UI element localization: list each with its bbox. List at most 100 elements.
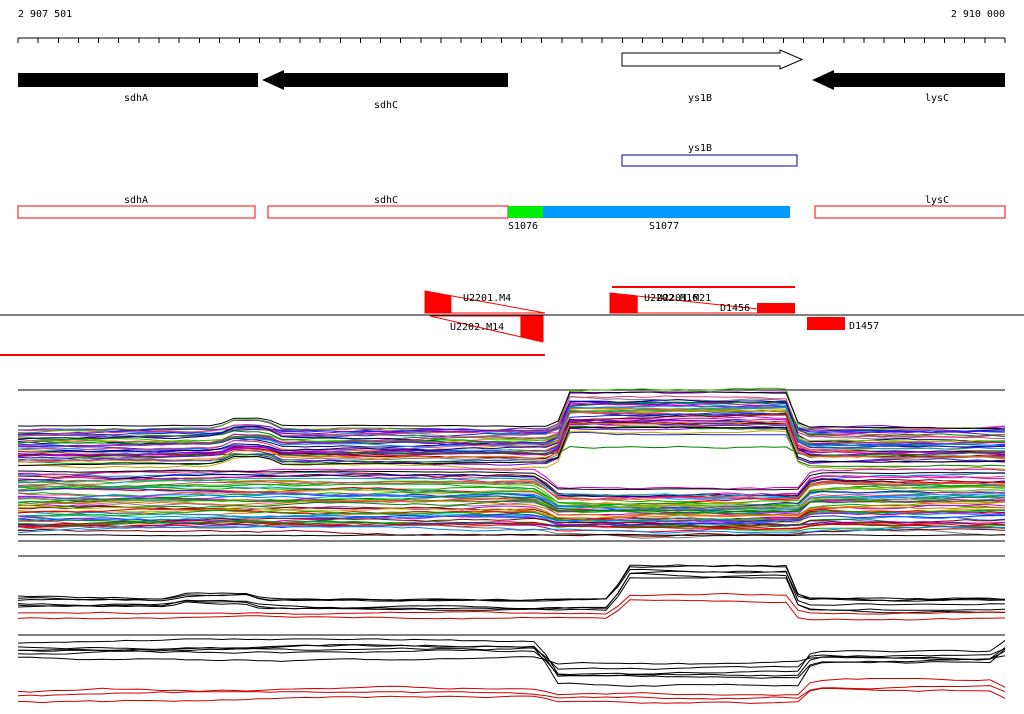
segment-bar[interactable]	[757, 303, 795, 313]
operon-label: ys1B	[688, 143, 712, 154]
gene-label: sdhC	[374, 100, 398, 111]
operon-box[interactable]	[621, 154, 798, 167]
expression-panel-3	[17, 634, 1006, 704]
feature-lysC[interactable]: lysC	[814, 195, 1006, 219]
expression-line	[17, 427, 1005, 466]
feature-label: S1076	[508, 221, 538, 232]
expression-line	[17, 391, 1005, 430]
expression-line	[17, 481, 1005, 501]
expression-line	[17, 599, 1005, 621]
expression-line	[17, 407, 1005, 446]
gene-ys1B[interactable]: ys1B	[621, 49, 804, 104]
feature-S1077[interactable]: S1077	[543, 206, 790, 232]
expression-line	[18, 420, 1005, 463]
expression-line	[17, 521, 1005, 530]
expression-line	[17, 402, 1005, 448]
expression-line	[17, 495, 1005, 514]
gene-arrow[interactable]	[812, 70, 1005, 90]
gene-arrow[interactable]	[18, 73, 258, 87]
expression-line	[17, 500, 1005, 518]
expression-line	[17, 564, 1005, 602]
expression-line	[17, 678, 1006, 696]
expression-line	[17, 395, 1005, 439]
expression-line	[17, 487, 1005, 511]
feature-box[interactable]	[267, 205, 509, 219]
feature-box[interactable]	[508, 206, 543, 218]
expression-line	[17, 522, 1005, 533]
expression-line	[17, 408, 1005, 445]
expression-line	[17, 401, 1005, 436]
expression-line	[17, 430, 1005, 470]
feature-label: sdhC	[374, 195, 398, 206]
expression-line	[17, 638, 1006, 676]
gene-arrow[interactable]	[621, 49, 804, 70]
expression-line	[17, 468, 1005, 490]
expression-line	[17, 474, 1005, 498]
expression-line	[17, 533, 1005, 537]
expression-line	[17, 568, 1005, 602]
ruler: 2 907 501 2 910 000	[17, 9, 1006, 43]
expression-line	[17, 485, 1005, 508]
feature-sdhA[interactable]: sdhA	[17, 195, 256, 219]
expression-line	[17, 649, 1006, 679]
expression-line	[17, 519, 1005, 531]
expression-line	[17, 511, 1005, 526]
expression-line	[17, 405, 1005, 452]
feature-box[interactable]	[543, 206, 790, 218]
feature-label: S1077	[649, 221, 679, 232]
feature-label: lysC	[925, 195, 949, 206]
segment-label: U2201.M4	[463, 293, 511, 304]
gene-sdhA[interactable]: sdhA	[18, 73, 258, 104]
expression-line	[17, 395, 1005, 440]
expression-line	[17, 423, 1005, 457]
expression-line	[17, 498, 1005, 516]
expression-line	[17, 526, 1005, 534]
segment-label: U2202.M16	[644, 293, 698, 304]
segment-label: D1456	[720, 303, 750, 314]
feature-S1076[interactable]: S1076	[508, 206, 543, 232]
segment-label: D1457	[849, 321, 879, 332]
gene-label: sdhA	[124, 93, 148, 104]
expression-line	[17, 470, 1005, 491]
gene-label: lysC	[925, 93, 949, 104]
feature-sdhC[interactable]: sdhC	[267, 195, 509, 219]
ruler-start-label: 2 907 501	[18, 9, 72, 20]
expression-line	[17, 685, 1006, 700]
expression-line	[17, 521, 1005, 529]
expression-panel-2	[17, 555, 1005, 621]
segment-bar[interactable]	[807, 317, 845, 330]
gene-sdhC[interactable]: sdhC	[262, 70, 508, 111]
operon-track: ys1B	[621, 143, 798, 167]
expression-line	[17, 491, 1005, 511]
expression-line	[17, 400, 1005, 438]
expression-line	[17, 500, 1005, 513]
gene-track: sdhA sdhC ys1B lysC	[18, 49, 1005, 111]
feature-box[interactable]	[17, 205, 256, 219]
expression-line	[17, 426, 1005, 467]
segment-ramp-fill	[610, 293, 638, 313]
feature-box[interactable]	[814, 205, 1006, 219]
segment-ramp-fill	[425, 291, 452, 313]
expression-line	[17, 655, 1006, 665]
feature-box-track: sdhA sdhC S1076 S1077 lysC	[17, 195, 1006, 232]
gene-arrow[interactable]	[262, 70, 508, 90]
expression-line	[17, 687, 1006, 704]
expression-panel-1	[17, 387, 1005, 542]
gene-lysC[interactable]: lysC	[812, 70, 1005, 104]
segment-label: U2202.M14	[450, 322, 504, 333]
expression-line	[17, 564, 1005, 602]
gene-label: ys1B	[688, 93, 712, 104]
expression-line	[17, 509, 1005, 523]
ruler-end-label: 2 910 000	[951, 9, 1005, 20]
expression-line	[17, 497, 1005, 513]
expression-line	[17, 644, 1006, 677]
expression-line	[17, 406, 1005, 452]
feature-label: sdhA	[124, 195, 148, 206]
segment-label: U2201.M21	[657, 293, 711, 304]
segment-ramp-fill	[520, 316, 543, 342]
expression-line	[17, 647, 1006, 687]
expression-line	[17, 391, 1005, 432]
